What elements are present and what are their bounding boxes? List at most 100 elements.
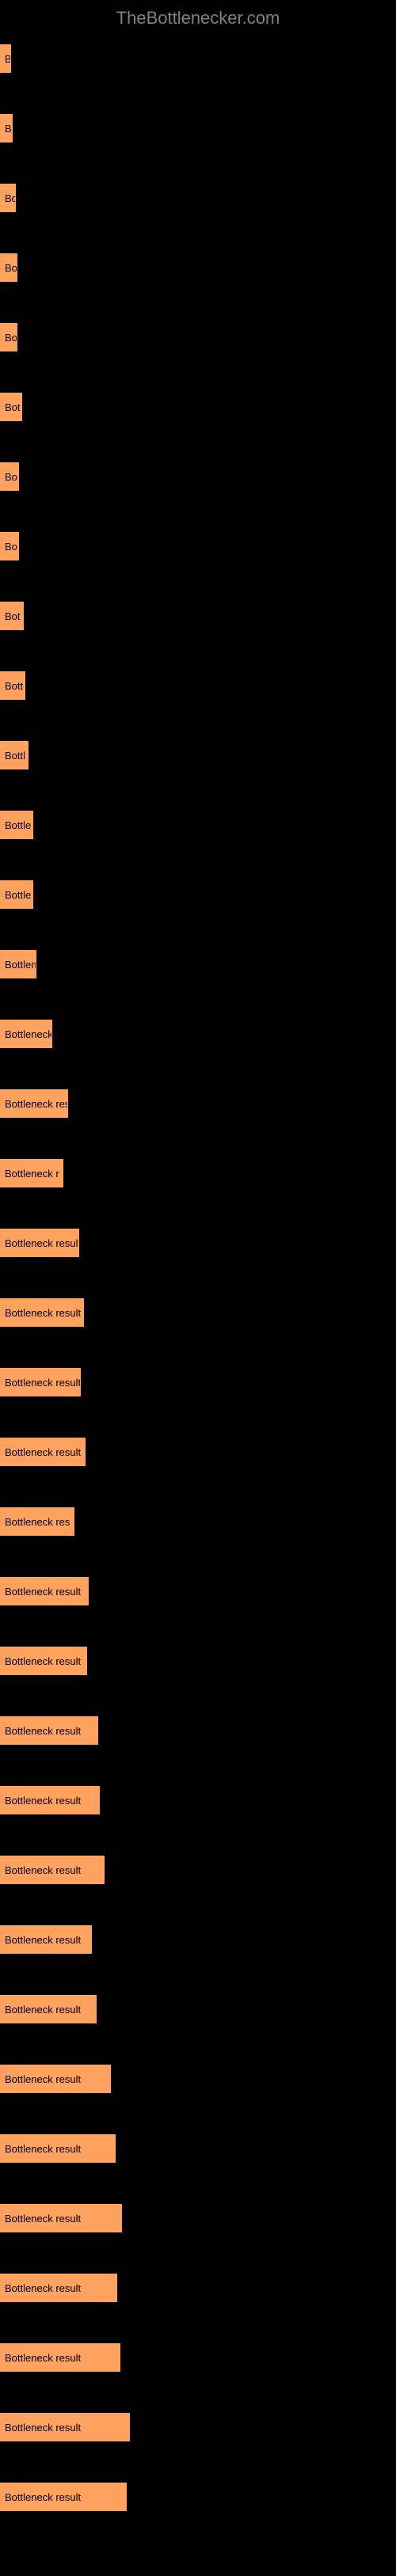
- bar-row: Bottleneck result: [0, 2483, 396, 2511]
- bar-label: Bo: [5, 541, 17, 553]
- bar-label: Bottleneck result: [5, 1725, 81, 1737]
- bar-label: Bottleneck r: [5, 1168, 59, 1180]
- bar-row: B: [0, 44, 396, 73]
- page-header: TheBottlenecker.com: [0, 0, 396, 44]
- bar-label: Bot: [5, 610, 21, 622]
- bar-row: Bottleneck result: [0, 1856, 396, 1884]
- bar-label: Bot: [5, 401, 21, 413]
- bar: Bottle: [0, 811, 33, 839]
- bar-row: Bo: [0, 462, 396, 491]
- bar: Bottleneck result: [0, 1856, 105, 1884]
- bar: Bo: [0, 532, 19, 560]
- bar-label: Bottleneck result: [5, 2352, 81, 2364]
- bar-row: Bott: [0, 671, 396, 700]
- bar-row: Bottleneck res: [0, 1507, 396, 1536]
- bar-row: Bottleneck result: [0, 2274, 396, 2302]
- bar-label: Bott: [5, 680, 23, 692]
- bar-row: Bottleneck result: [0, 1577, 396, 1605]
- bar-row: Bottleneck result: [0, 1438, 396, 1466]
- bar-row: Bottleneck result: [0, 1995, 396, 2023]
- bar: Bottleneck result: [0, 2204, 122, 2232]
- bar: Bott: [0, 671, 25, 700]
- bar: Bottleneck result: [0, 1577, 89, 1605]
- bar-label: Bottleneck result: [5, 1655, 81, 1667]
- bar-row: Bottleneck result: [0, 2343, 396, 2372]
- bar-row: Bottleneck result: [0, 2134, 396, 2163]
- bar-row: Bo: [0, 532, 396, 560]
- bar: Bottlen: [0, 950, 36, 978]
- bar-label: B: [5, 53, 10, 65]
- bar-label: Bottl: [5, 750, 25, 762]
- bar-row: Bo: [0, 184, 396, 212]
- bar-label: Bottleneck result: [5, 1446, 81, 1458]
- bar-chart: B B Bo Bo Bo Bot Bo Bo Bot Bott Bottl Bottle Bottle B…: [0, 44, 396, 2576]
- header-title: TheBottlenecker.com: [116, 8, 280, 28]
- bar: Bottleneck result: [0, 2274, 117, 2302]
- bar-row: Bottleneck result: [0, 1647, 396, 1675]
- bar-row: Bottleneck result: [0, 1229, 396, 1257]
- bar-label: Bottleneck result: [5, 2073, 81, 2085]
- bar-label: Bottle: [5, 889, 31, 901]
- bar-label: Bo: [5, 262, 17, 274]
- bar: Bo: [0, 323, 17, 351]
- bar-row: Bottleneck r: [0, 1159, 396, 1187]
- bar-label: Bottleneck result: [5, 2213, 81, 2225]
- bar-row: Bottle: [0, 811, 396, 839]
- bar: Bottleneck result: [0, 1716, 98, 1745]
- bar-label: Bottleneck result: [5, 1795, 81, 1807]
- bar-label: Bottleneck result: [5, 1377, 80, 1389]
- bar-row: Bot: [0, 602, 396, 630]
- bar: Bottleneck result: [0, 2413, 130, 2441]
- bar: Bottleneck result: [0, 1438, 86, 1466]
- bar: Bottleneck result: [0, 1298, 84, 1327]
- bar: B: [0, 44, 11, 73]
- bar-label: Bottleneck result: [5, 2143, 81, 2155]
- bar-label: Bottleneck res: [5, 1516, 70, 1528]
- bar-label: Bottleneck result: [5, 2422, 81, 2434]
- bar: Bottleneck r: [0, 1159, 63, 1187]
- bar-label: Bottleneck res: [5, 1098, 67, 1110]
- bar-row: Bottleneck result: [0, 1786, 396, 1814]
- bar-row: Bottleneck result: [0, 1298, 396, 1327]
- bar: Bo: [0, 462, 19, 491]
- bar: Bottleneck result: [0, 2483, 127, 2511]
- bar-row: Bottleneck result: [0, 2065, 396, 2093]
- bar-row: Bot: [0, 393, 396, 421]
- bar-row: Bottleneck result: [0, 2204, 396, 2232]
- bar: B: [0, 114, 13, 142]
- bar: Bottleneck result: [0, 1925, 92, 1954]
- bar-label: Bottleneck result: [5, 1237, 78, 1249]
- bar: Bottleneck result: [0, 2343, 120, 2372]
- bar-row: Bottle: [0, 880, 396, 909]
- bar: Bottleneck result: [0, 1368, 81, 1396]
- bar-label: Bottleneck result: [5, 2004, 81, 2016]
- bar: Bottleneck result: [0, 1995, 97, 2023]
- bar-label: Bottleneck result: [5, 2282, 81, 2294]
- bar-row: Bottleneck res: [0, 1089, 396, 1118]
- bar: Bottleneck result: [0, 1647, 87, 1675]
- bar: Bo: [0, 253, 17, 282]
- bar-row: Bottleneck result: [0, 1716, 396, 1745]
- bar-label: Bo: [5, 471, 17, 483]
- bar-label: B: [5, 123, 12, 135]
- bar: Bottleneck result: [0, 1229, 79, 1257]
- bar: Bottl: [0, 741, 29, 769]
- bar-row: B: [0, 114, 396, 142]
- bar: Bottleneck: [0, 1020, 52, 1048]
- bar-row: Bottlen: [0, 950, 396, 978]
- bar-label: Bo: [5, 192, 15, 204]
- bar-row: Bottleneck result: [0, 2413, 396, 2441]
- bar-row: Bottleneck result: [0, 1368, 396, 1396]
- bar-label: Bottleneck result: [5, 1586, 81, 1598]
- bar-label: Bottleneck result: [5, 1307, 81, 1319]
- bar: Bottleneck res: [0, 1089, 68, 1118]
- bar: Bottleneck result: [0, 2065, 111, 2093]
- bar-row: Bottleneck: [0, 1020, 396, 1048]
- bar-row: Bo: [0, 323, 396, 351]
- bar-row: Bottleneck result: [0, 1925, 396, 1954]
- bar-label: Bottleneck result: [5, 1934, 81, 1946]
- bar: Bot: [0, 602, 24, 630]
- bar-label: Bottleneck result: [5, 1864, 81, 1876]
- bar: Bottleneck res: [0, 1507, 74, 1536]
- bar-label: Bottlen: [5, 959, 36, 971]
